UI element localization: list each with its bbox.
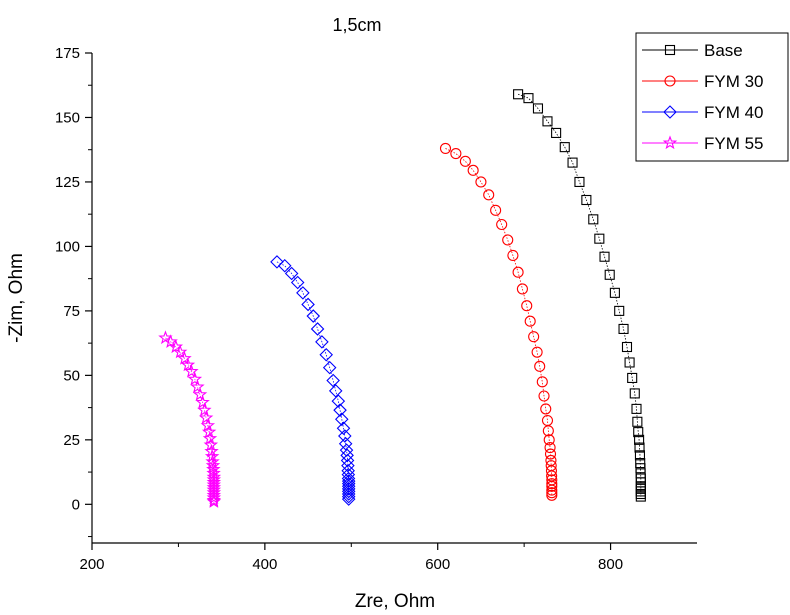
x-axis-ticks: 200 400 600 800 [79,543,623,573]
y-tick-label: 150 [55,109,80,126]
series-line-fym-30 [445,148,551,495]
data-point-fym-30 [460,156,470,166]
data-point-fym-30 [532,347,542,357]
data-point-fym-40 [320,349,332,361]
data-point-fym-40 [312,323,324,335]
data-point-base [595,234,604,243]
data-point-fym-30 [542,416,552,426]
data-point-base [552,128,561,137]
y-tick-label: 125 [55,174,80,191]
data-point-fym-30 [468,165,478,175]
y-tick-label: 50 [63,367,80,384]
legend-label-fym-55: FYM 55 [704,134,764,153]
y-axis-title: -Zim, Ohm [6,253,27,343]
series-line-base [518,94,641,496]
y-tick-label: 25 [63,432,80,449]
x-tick-label: 600 [425,556,450,573]
plot-frame [92,53,697,543]
legend-label-fym-40: FYM 40 [704,103,764,122]
y-tick-label: 100 [55,238,80,255]
data-point-base [543,117,552,126]
data-point-base [619,324,628,333]
data-point-base [568,158,577,167]
data-point-fym-30 [541,404,551,414]
data-point-fym-30 [451,149,461,159]
data-point-base [600,252,609,261]
data-point-fym-30 [522,301,532,311]
data-point-fym-30 [484,190,494,200]
x-axis-title: Zre, Ohm [355,591,435,612]
data-point-base [589,215,598,224]
data-point-fym-55 [174,346,185,357]
legend-label-base: Base [704,41,743,60]
data-point-base [630,389,639,398]
series-fym-40 [271,256,355,505]
data-point-fym-40 [327,375,339,387]
series-layer [160,90,646,507]
data-point-fym-55 [160,332,171,343]
series-line-fym-40 [277,262,349,499]
series-base [514,90,646,501]
data-point-base [610,288,619,297]
data-point-fym-30 [476,177,486,187]
y-tick-label: 0 [72,496,80,513]
data-point-fym-30 [537,377,547,387]
y-tick-label: 175 [55,45,80,62]
x-tick-label: 200 [79,556,104,573]
y-axis-ticks: 0 25 50 75 100 125 150 175 [55,45,92,537]
y-tick-label: 75 [63,303,80,320]
data-point-fym-40 [271,256,283,268]
data-point-base [575,177,584,186]
data-point-base [615,306,624,315]
x-tick-label: 400 [252,556,277,573]
x-tick-label: 800 [598,556,623,573]
data-point-base [632,404,641,413]
data-point-fym-30 [517,284,527,294]
legend: Base FYM 30 FYM 40 FYM 55 [636,33,788,161]
series-fym-55 [160,332,220,507]
legend-label-fym-30: FYM 30 [704,72,764,91]
data-point-fym-30 [503,235,513,245]
data-point-base [636,464,645,473]
chart-title: 1,5cm [332,15,381,35]
data-point-fym-40 [297,287,309,299]
series-fym-30 [440,143,556,500]
